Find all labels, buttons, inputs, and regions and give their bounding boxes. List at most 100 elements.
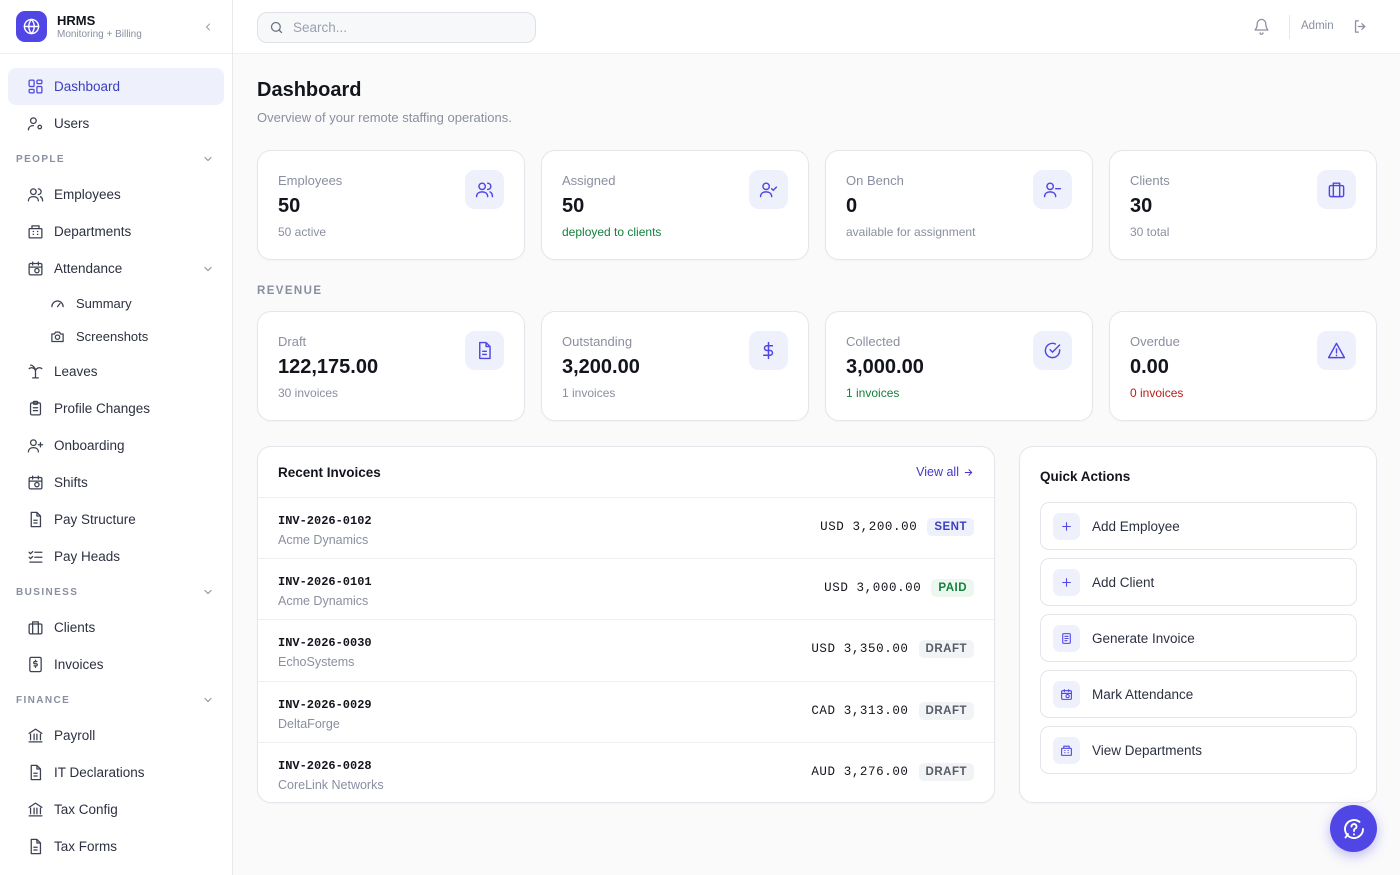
add-employee-button[interactable]: Add Employee [1040,502,1357,550]
sidebar-item-leaves[interactable]: Leaves [8,353,224,390]
quick-action-label: View Departments [1092,742,1203,758]
dollar-icon [749,331,788,370]
users-icon [26,186,44,204]
logout-icon[interactable] [1352,18,1370,36]
sidebar-item-label: Invoices [54,657,104,672]
building-icon [26,223,44,241]
alert-triangle-icon [1317,331,1356,370]
search-input[interactable] [293,20,513,35]
sidebar-item-label: Payroll [54,728,96,743]
brand-subtitle: Monitoring + Billing [57,28,142,40]
sidebar-item-dashboard[interactable]: Dashboard [8,68,224,105]
section-label: FINANCE [16,694,71,706]
stat-value: 3,000.00 [846,356,924,378]
page-title: Dashboard [257,79,362,101]
stat-value: 0.00 [1130,356,1169,378]
stat-footnote: 0 invoices [1130,386,1184,400]
sidebar-item-label: Departments [54,224,132,239]
stat-value: 30 [1130,195,1153,217]
sidebar-item-clients[interactable]: Clients [8,609,224,646]
stat-footnote: available for assignment [846,225,976,239]
sidebar-item-tax-forms[interactable]: Tax Forms [8,828,224,865]
sidebar-item-label: Pay Heads [54,549,121,564]
invoice-row[interactable]: INV-2026-0030 EchoSystems USD 3,350.00 D… [258,620,994,682]
stat-card-draft[interactable]: Draft 122,175.00 30 invoices [257,311,525,421]
sidebar-item-shifts[interactable]: Shifts [8,464,224,501]
sidebar-item-it-declarations[interactable]: IT Declarations [8,754,224,791]
sidebar-item-summary[interactable]: Summary [8,287,224,320]
status-badge: DRAFT [918,701,974,720]
sidebar-item-pay-heads[interactable]: Pay Heads [8,538,224,575]
generate-invoice-button[interactable]: Generate Invoice [1040,614,1357,662]
sidebar-item-onboarding[interactable]: Onboarding [8,427,224,464]
sidebar-item-label: Leaves [54,364,98,379]
sidebar-item-label: Pay Structure [54,512,136,527]
help-chat-icon [1343,818,1364,839]
topbar: Admin [233,0,1400,54]
stat-value: 122,175.00 [278,356,379,378]
briefcase-icon [26,619,44,637]
sidebar-item-departments[interactable]: Departments [8,213,224,250]
collapse-sidebar-button[interactable] [200,19,216,35]
invoice-row[interactable]: INV-2026-0029 DeltaForge CAD 3,313.00 DR… [258,682,994,743]
stat-footnote: deployed to clients [562,225,662,239]
section-label: BUSINESS [16,586,79,598]
invoice-amount: CAD 3,313.00 [811,703,909,718]
sidebar-item-employees[interactable]: Employees [8,176,224,213]
stat-card-on-bench[interactable]: On Bench 0 available for assignment [825,150,1093,260]
help-chat-button[interactable] [1330,805,1377,852]
section-finance[interactable]: FINANCE [0,683,232,717]
stat-footnote: 30 invoices [278,386,339,400]
sidebar-item-users[interactable]: Users [8,105,224,142]
stat-footnote: 1 invoices [562,386,616,400]
stat-card-collected[interactable]: Collected 3,000.00 1 invoices [825,311,1093,421]
view-departments-button[interactable]: View Departments [1040,726,1357,774]
sidebar-item-screenshots[interactable]: Screenshots [8,320,224,353]
search-box[interactable] [257,12,536,43]
stat-footnote: 30 total [1130,225,1170,239]
sidebar-item-tax-config[interactable]: Tax Config [8,791,224,828]
recent-invoices-title: Recent Invoices [278,465,381,480]
invoice-client: CoreLink Networks [278,777,384,792]
section-people[interactable]: PEOPLE [0,142,232,176]
invoice-number: INV-2026-0102 [278,514,372,528]
user-plus-icon [26,437,44,455]
sidebar-item-label: Attendance [54,261,123,276]
invoice-number: INV-2026-0028 [278,758,372,773]
invoice-row[interactable]: INV-2026-0101 Acme Dynamics USD 3,000.00… [258,559,994,621]
stat-card-employees[interactable]: Employees 50 50 active [257,150,525,260]
status-badge: PAID [931,579,974,598]
calendar-clock-icon [26,474,44,492]
view-all-label: View all [916,465,959,479]
sidebar-item-payroll[interactable]: Payroll [8,717,224,754]
brand-title: HRMS [57,12,96,28]
stat-card-assigned[interactable]: Assigned 50 deployed to clients [541,150,809,260]
building-icon [1053,736,1080,764]
invoice-row[interactable]: INV-2026-0102 Acme Dynamics USD 3,200.00… [258,498,994,560]
page-subtitle: Overview of your remote staffing operati… [257,110,512,125]
mark-attendance-button[interactable]: Mark Attendance [1040,670,1357,718]
revenue-section-label: REVENUE [257,285,323,297]
quick-action-label: Generate Invoice [1092,630,1195,646]
sidebar-item-attendance[interactable]: Attendance [8,250,224,287]
sidebar-item-profile-changes[interactable]: Profile Changes [8,390,224,427]
stat-card-clients[interactable]: Clients 30 30 total [1109,150,1377,260]
add-client-button[interactable]: Add Client [1040,558,1357,606]
view-all-link[interactable]: View all [916,465,974,479]
stat-value: 0 [846,195,858,217]
bell-icon[interactable] [1253,18,1271,36]
quick-action-label: Mark Attendance [1092,686,1194,702]
list-check-icon [26,548,44,566]
stat-card-outstanding[interactable]: Outstanding 3,200.00 1 invoices [541,311,809,421]
sidebar-item-label: Employees [54,187,121,202]
receipt-dollar-icon [26,656,44,674]
sidebar-item-invoices[interactable]: Invoices [8,646,224,683]
user-check-icon [749,170,788,209]
quick-actions-title: Quick Actions [1040,469,1131,484]
sidebar-nav: Dashboard Users PEOPLE Employees Departm… [0,54,232,865]
sidebar-item-pay-structure[interactable]: Pay Structure [8,501,224,538]
camera-icon [50,329,66,345]
stat-card-overdue[interactable]: Overdue 0.00 0 invoices [1109,311,1377,421]
section-business[interactable]: BUSINESS [0,575,232,609]
invoice-row[interactable]: INV-2026-0028 CoreLink Networks AUD 3,27… [258,743,994,804]
